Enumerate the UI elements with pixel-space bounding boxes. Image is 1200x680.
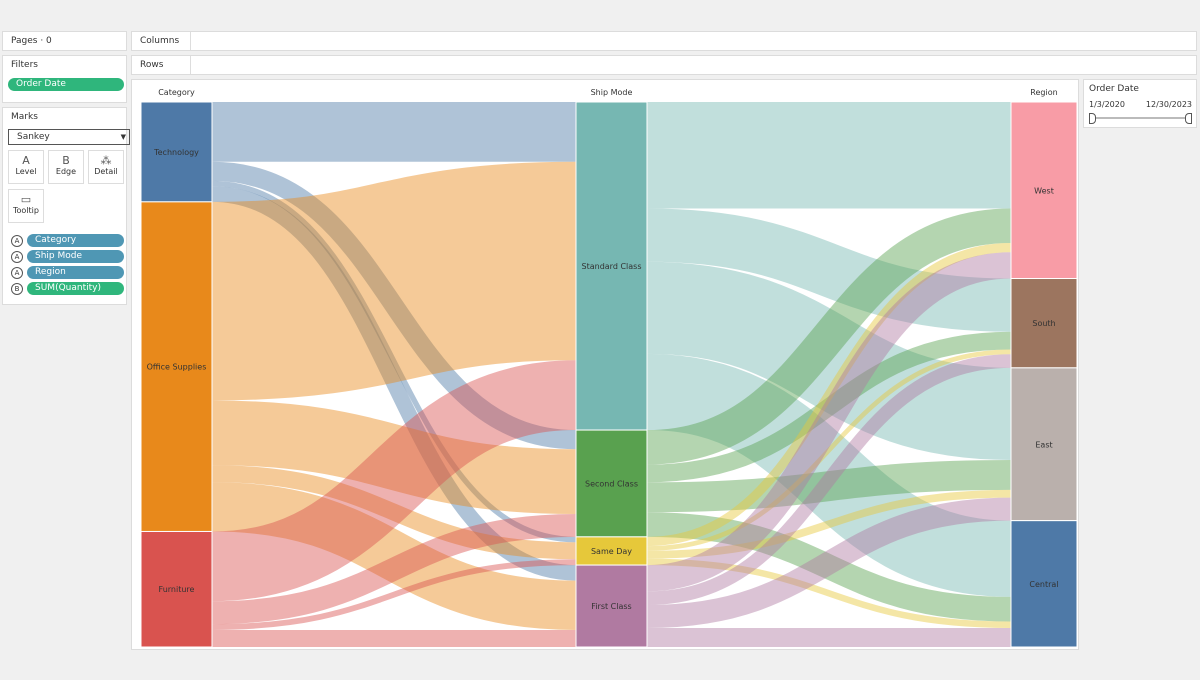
marks-label: Marks bbox=[11, 112, 38, 122]
order-date-filter-card: Order Date 1/3/2020 12/30/2023 bbox=[1083, 79, 1197, 128]
marks-card-edge[interactable]: B Edge bbox=[48, 150, 84, 184]
link-same-day-to-south[interactable] bbox=[646, 349, 1012, 551]
node-label: South bbox=[1032, 319, 1055, 328]
link-same-day-to-east[interactable] bbox=[646, 489, 1012, 559]
columns-shelf[interactable]: Columns bbox=[131, 31, 1197, 51]
node-label: Central bbox=[1029, 580, 1058, 589]
sankey-chart: Category Technology Office Supplies Furnitu… bbox=[140, 88, 1078, 648]
node-technology[interactable] bbox=[140, 101, 213, 203]
dropdown-arrow-icon: ▼ bbox=[120, 133, 126, 141]
tooltip-icon: ▭ bbox=[20, 193, 32, 206]
node-second-class[interactable] bbox=[575, 429, 648, 538]
link-first-class-to-east[interactable] bbox=[646, 497, 1012, 629]
pages-shelf[interactable]: Pages · 0 bbox=[2, 31, 127, 51]
field-encoding-icon: B bbox=[11, 283, 23, 295]
node-south[interactable] bbox=[1010, 278, 1078, 369]
level-header: Ship Mode bbox=[591, 88, 633, 97]
link-standard-class-to-south[interactable] bbox=[646, 208, 1012, 332]
card-label: Detail bbox=[94, 167, 118, 176]
link-same-day-to-central[interactable] bbox=[646, 558, 1012, 629]
level-icon: A bbox=[22, 154, 30, 167]
slider-handle-end[interactable] bbox=[1185, 113, 1192, 124]
link-second-class-to-east[interactable] bbox=[646, 459, 1012, 513]
card-label: Edge bbox=[55, 167, 77, 176]
node-label: East bbox=[1035, 440, 1052, 449]
link-technology-to-same-day[interactable] bbox=[211, 180, 577, 543]
node-west[interactable] bbox=[1010, 101, 1078, 280]
filters-label: Filters bbox=[11, 60, 38, 70]
link-second-class-to-central[interactable] bbox=[646, 512, 1012, 622]
link-second-class-to-west[interactable] bbox=[646, 208, 1012, 465]
level-header: Category bbox=[158, 88, 195, 97]
node-standard-class[interactable] bbox=[575, 101, 648, 431]
chart-pane: Category Technology Office Supplies Furnitu… bbox=[131, 79, 1079, 650]
link-technology-to-second-class[interactable] bbox=[211, 161, 577, 450]
field-encoding-icon: A bbox=[11, 235, 23, 247]
link-furniture-to-standard-class[interactable] bbox=[211, 360, 577, 602]
node-same-day[interactable] bbox=[575, 536, 648, 566]
link-technology-to-first-class[interactable] bbox=[211, 186, 577, 581]
detail-icon: ⁂ bbox=[100, 154, 112, 167]
node-label: Second Class bbox=[585, 479, 638, 488]
card-label: Tooltip bbox=[13, 206, 39, 215]
marks-card-detail[interactable]: ⁂ Detail bbox=[88, 150, 124, 184]
slider-handle-start[interactable] bbox=[1089, 113, 1096, 124]
date-range-slider[interactable] bbox=[1092, 117, 1188, 119]
node-label: First Class bbox=[591, 602, 631, 611]
card-label: Level bbox=[15, 167, 37, 176]
link-first-class-to-west[interactable] bbox=[646, 252, 1012, 592]
node-label: Furniture bbox=[159, 585, 195, 594]
node-furniture[interactable] bbox=[140, 530, 213, 648]
marks-card-level[interactable]: A Level bbox=[8, 150, 44, 184]
level-header: Region bbox=[1030, 88, 1057, 97]
node-label: Standard Class bbox=[582, 262, 642, 271]
node-label: West bbox=[1034, 186, 1054, 195]
node-central[interactable] bbox=[1010, 520, 1078, 648]
node-label: Same Day bbox=[591, 547, 632, 556]
field-encoding-icon: A bbox=[11, 267, 23, 279]
link-furniture-to-second-class[interactable] bbox=[211, 513, 577, 625]
link-standard-class-to-central[interactable] bbox=[646, 353, 1012, 597]
node-first-class[interactable] bbox=[575, 564, 648, 648]
link-standard-class-to-east[interactable] bbox=[646, 261, 1012, 460]
field-pill[interactable]: Region bbox=[27, 266, 124, 279]
marks-card-tooltip[interactable]: ▭ Tooltip bbox=[8, 189, 44, 223]
field-encoding-icon: A bbox=[11, 251, 23, 263]
link-same-day-to-west[interactable] bbox=[646, 243, 1012, 547]
link-office-supplies-to-first-class[interactable] bbox=[211, 482, 577, 630]
field-pill[interactable]: Ship Mode bbox=[27, 250, 124, 263]
rows-label: Rows bbox=[140, 60, 164, 70]
filter-start-date: 1/3/2020 bbox=[1089, 100, 1125, 109]
filter-pill-order-date[interactable]: Order Date bbox=[8, 78, 124, 91]
node-label: Technology bbox=[153, 148, 199, 157]
columns-label: Columns bbox=[140, 36, 180, 46]
link-office-supplies-to-standard-class[interactable] bbox=[211, 161, 577, 401]
mark-type-dropdown[interactable]: Sankey ▼ bbox=[8, 129, 130, 145]
link-office-supplies-to-same-day[interactable] bbox=[211, 465, 577, 560]
node-label: Office Supplies bbox=[147, 363, 207, 372]
filter-end-date: 12/30/2023 bbox=[1145, 100, 1192, 109]
link-office-supplies-to-second-class[interactable] bbox=[211, 400, 577, 514]
edge-icon: B bbox=[62, 154, 70, 167]
field-pill[interactable]: SUM(Quantity) bbox=[27, 282, 124, 295]
rows-shelf[interactable]: Rows bbox=[131, 55, 1197, 75]
link-second-class-to-south[interactable] bbox=[646, 331, 1012, 483]
mark-type-value: Sankey bbox=[17, 132, 50, 142]
filters-shelf: Filters Order Date bbox=[2, 55, 127, 103]
field-pill[interactable]: Category bbox=[27, 234, 124, 247]
filter-card-title: Order Date bbox=[1089, 84, 1139, 94]
link-furniture-to-same-day[interactable] bbox=[211, 559, 577, 630]
link-first-class-to-south[interactable] bbox=[646, 354, 1012, 606]
pages-label: Pages · 0 bbox=[11, 36, 52, 46]
marks-card: Marks Sankey ▼ A Level B Edge ⁂ Detail ▭ Tooltip… bbox=[2, 107, 130, 305]
node-office-supplies[interactable] bbox=[140, 201, 213, 532]
